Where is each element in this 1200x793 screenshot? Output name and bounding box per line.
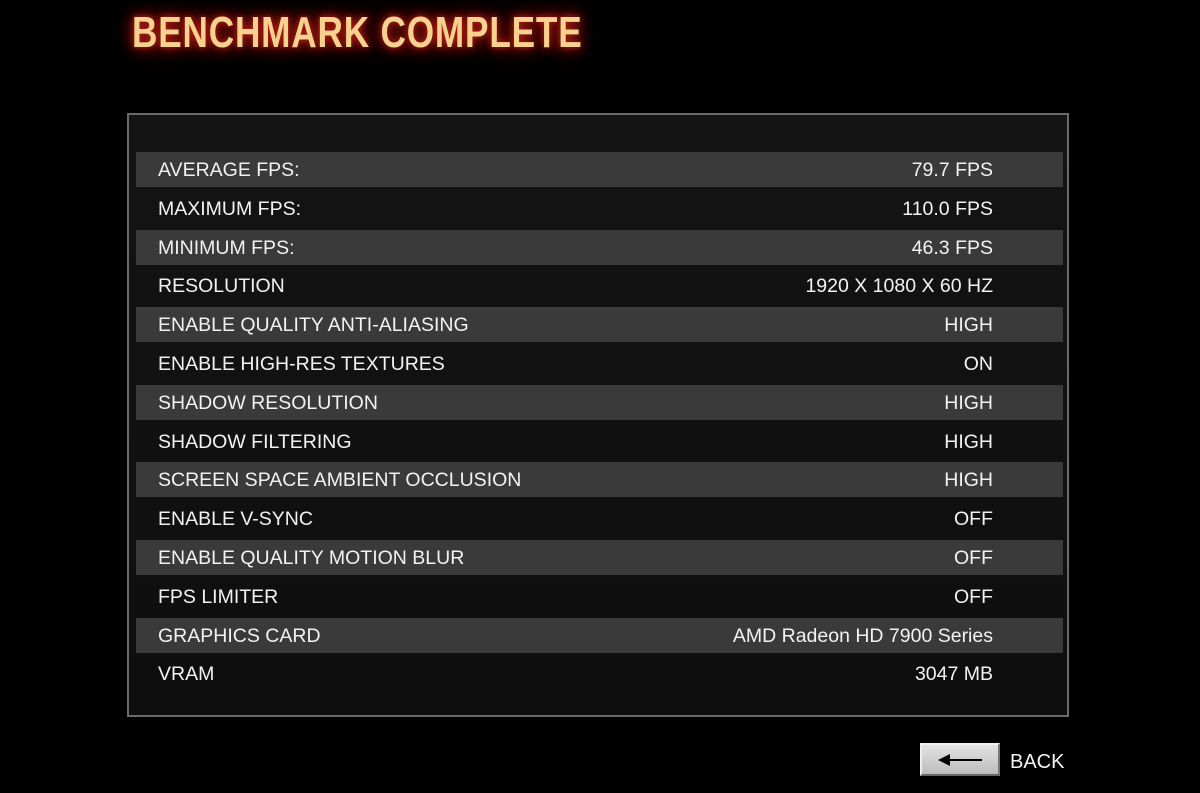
result-row: AVERAGE FPS: 79.7 FPS — [136, 150, 1063, 189]
result-row: MAXIMUM FPS: 110.0 FPS — [136, 189, 1063, 228]
result-row: GRAPHICS CARD AMD Radeon HD 7900 Series — [136, 616, 1063, 655]
back-label[interactable]: BACK — [1010, 751, 1065, 773]
row-label: SHADOW FILTERING — [158, 430, 352, 453]
row-value: HIGH — [944, 430, 993, 453]
row-label: ENABLE V-SYNC — [158, 508, 313, 531]
arrow-left-icon — [938, 754, 982, 766]
result-row: MINIMUM FPS: 46.3 FPS — [136, 228, 1063, 267]
result-row: ENABLE QUALITY ANTI-ALIASING HIGH — [136, 305, 1063, 344]
result-row: ENABLE HIGH-RES TEXTURES ON — [136, 344, 1063, 383]
row-label: FPS LIMITER — [158, 585, 279, 608]
row-label: RESOLUTION — [158, 275, 285, 298]
row-value: AMD Radeon HD 7900 Series — [732, 624, 993, 647]
page-title: BENCHMARK COMPLETE — [132, 8, 583, 57]
row-value: HIGH — [944, 314, 993, 337]
row-label: GRAPHICS CARD — [158, 624, 321, 647]
row-value: OFF — [954, 508, 993, 531]
result-row: ENABLE QUALITY MOTION BLUR OFF — [136, 538, 1063, 577]
results-list: AVERAGE FPS: 79.7 FPS MAXIMUM FPS: 110.0 FP… — [136, 150, 1063, 693]
row-value: OFF — [954, 585, 993, 608]
result-row: RESOLUTION 1920 X 1080 X 60 HZ — [136, 266, 1063, 305]
row-label: AVERAGE FPS: — [158, 159, 300, 181]
row-label: SHADOW RESOLUTION — [158, 391, 378, 414]
row-label: MINIMUM FPS: — [158, 236, 295, 259]
result-row: SHADOW FILTERING HIGH — [136, 422, 1063, 461]
row-value: 46.3 FPS — [911, 236, 993, 259]
result-row: SHADOW RESOLUTION HIGH — [136, 383, 1063, 422]
row-label: ENABLE QUALITY MOTION BLUR — [158, 546, 465, 569]
result-row: FPS LIMITER OFF — [136, 577, 1063, 616]
row-value: OFF — [954, 546, 993, 569]
row-value: 110.0 FPS — [902, 197, 993, 220]
results-panel: AVERAGE FPS: 79.7 FPS MAXIMUM FPS: 110.0 FP… — [127, 113, 1069, 717]
back-button[interactable] — [920, 743, 1000, 776]
row-value: HIGH — [944, 469, 993, 492]
row-label: ENABLE QUALITY ANTI-ALIASING — [158, 314, 469, 337]
row-label: SCREEN SPACE AMBIENT OCCLUSION — [158, 469, 522, 492]
row-label: MAXIMUM FPS: — [158, 197, 302, 220]
row-label: ENABLE HIGH-RES TEXTURES — [158, 352, 445, 375]
row-value: 3047 MB — [914, 663, 993, 686]
result-row: SCREEN SPACE AMBIENT OCCLUSION HIGH — [136, 460, 1063, 499]
result-row: VRAM 3047 MB — [136, 654, 1063, 693]
row-value: ON — [963, 352, 993, 375]
row-label: VRAM — [158, 663, 215, 686]
row-value: 1920 X 1080 X 60 HZ — [805, 275, 993, 298]
result-row: ENABLE V-SYNC OFF — [136, 499, 1063, 538]
row-value: 79.7 FPS — [911, 159, 993, 181]
row-value: HIGH — [944, 391, 993, 414]
